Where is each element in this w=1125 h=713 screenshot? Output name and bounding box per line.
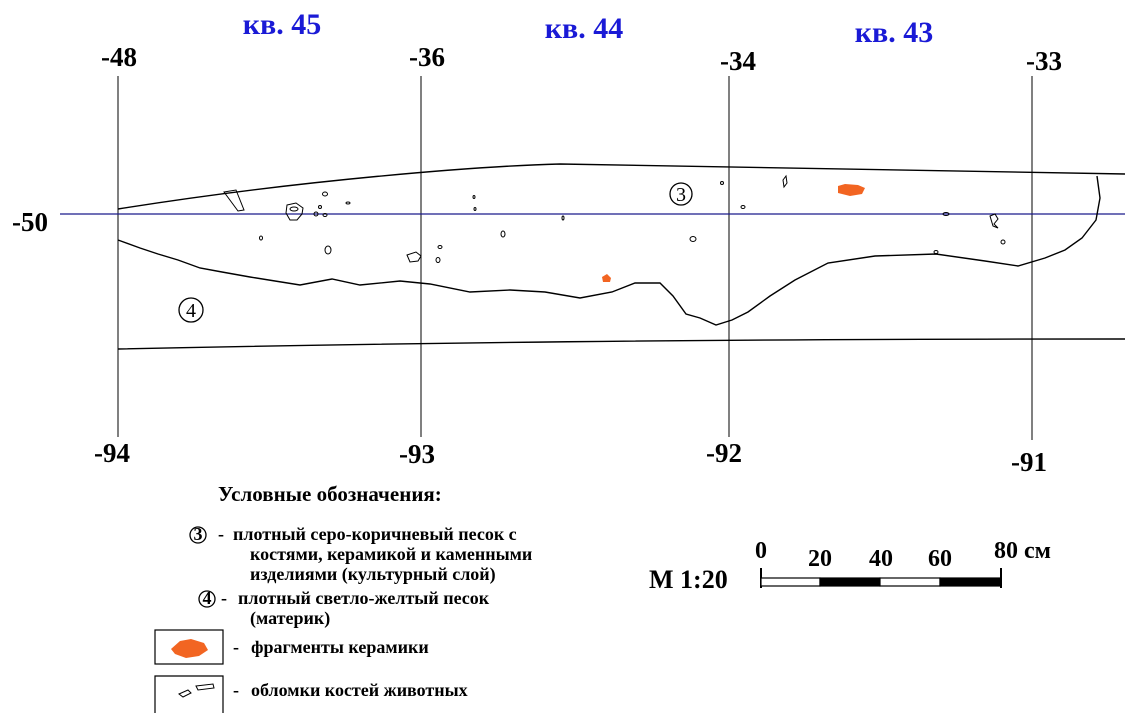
bone-fragment (324, 245, 332, 255)
legend-marker-number: 4 (203, 588, 212, 608)
legend-item4-line1: плотный светло-желтый песок (238, 588, 490, 608)
bottom-tick-2: -93 (399, 439, 435, 469)
bone-fragment (322, 191, 328, 197)
legend-ceramics-label: фрагменты керамики (251, 637, 429, 657)
scale-mark-60: 60 (928, 546, 952, 572)
legend-dash: - (233, 637, 239, 657)
profile-bottom-line (117, 338, 1125, 350)
marker-circle (669, 182, 693, 206)
legend-dash: - (221, 588, 227, 608)
bone-fragment (259, 235, 263, 241)
legend-bones-label: обломки костей животных (251, 680, 468, 700)
bone-fragment (195, 683, 215, 691)
datum-level-label: -50 (12, 207, 48, 237)
bottom-tick-3: -92 (706, 438, 742, 468)
profile-outlines (117, 163, 1125, 350)
marker-circle (178, 297, 204, 323)
scale-mark-40: 40 (869, 546, 893, 572)
scale-segment-black (939, 577, 1002, 587)
bone-fragment (472, 195, 476, 199)
top-tick-2: -36 (409, 42, 445, 72)
grid-verticals (117, 76, 1033, 440)
bone-fragment (406, 251, 422, 263)
top-tick-3: -34 (720, 46, 756, 76)
bone-fragment (561, 215, 565, 221)
legend-ceramics-swatch (171, 639, 208, 658)
bone-fragment (345, 201, 351, 205)
legend-marker-circle (198, 590, 216, 608)
scale-bar: М 1:20 0 20 40 60 80 см (649, 538, 1051, 594)
scale-mark-20: 20 (808, 546, 832, 572)
legend: Условные обозначения: 3 - плотный серо-к… (154, 482, 532, 713)
bottom-tick-1: -94 (94, 438, 130, 468)
legend-bones-swatch (178, 683, 215, 698)
marker-number: 4 (186, 300, 196, 322)
bone-fragment (989, 213, 999, 229)
bone-fragment (782, 174, 788, 189)
layer-marker-4: 4 (178, 297, 204, 323)
legend-title: Условные обозначения: (218, 482, 442, 506)
bone-fragment (740, 205, 746, 209)
bottom-tick-4: -91 (1011, 447, 1047, 477)
bone-fragment (178, 689, 192, 698)
scale-segment-white (879, 577, 941, 587)
scale-mark-80: 80 см (994, 538, 1051, 564)
bone-fragment (289, 206, 299, 212)
square-label-43: кв. 43 (855, 16, 934, 49)
ceramic-fragments (602, 184, 865, 282)
bone-fragment (720, 181, 724, 185)
top-tick-4: -33 (1026, 46, 1062, 76)
scale-segment-black (819, 577, 881, 587)
bone-fragment (500, 230, 506, 238)
scale-ratio-label: М 1:20 (649, 565, 728, 594)
top-tick-1: -48 (101, 42, 137, 72)
legend-marker-circle (189, 526, 207, 544)
legend-dash: - (233, 680, 239, 700)
scale-mark-0: 0 (755, 538, 767, 564)
legend-item3-line3: изделиями (культурный слой) (250, 564, 496, 585)
bone-fragment (437, 245, 443, 249)
marker-number: 3 (676, 184, 686, 206)
bone-fragment (223, 189, 245, 212)
legend-item3-line1: плотный серо-коричневый песок с (233, 524, 517, 544)
ceramic-fragment (838, 184, 865, 196)
bone-fragment (285, 202, 304, 221)
scale-segment-white (760, 577, 821, 587)
bone-fragment (473, 207, 477, 211)
bone-fragment (313, 211, 319, 217)
legend-item3-line2: костями, керамикой и каменными (250, 544, 532, 564)
bone-fragment (933, 250, 939, 254)
legend-marker-number: 3 (194, 524, 203, 544)
bone-fragment (942, 212, 950, 216)
bone-fragment (318, 205, 322, 209)
bone-fragment (1000, 239, 1006, 245)
layer-marker-3: 3 (669, 182, 693, 206)
legend-item4-line2: (материк) (250, 608, 330, 629)
legend-dash: - (218, 524, 224, 544)
layer-boundary-line (117, 175, 1101, 326)
bone-fragment (322, 213, 328, 217)
square-label-45: кв. 45 (243, 8, 322, 41)
square-label-44: кв. 44 (545, 12, 624, 45)
profile-top-surface (117, 163, 1125, 210)
bone-fragment (435, 257, 441, 263)
ceramic-fragment (602, 274, 611, 282)
bone-fragments (223, 174, 1006, 263)
bone-fragment (689, 236, 697, 242)
